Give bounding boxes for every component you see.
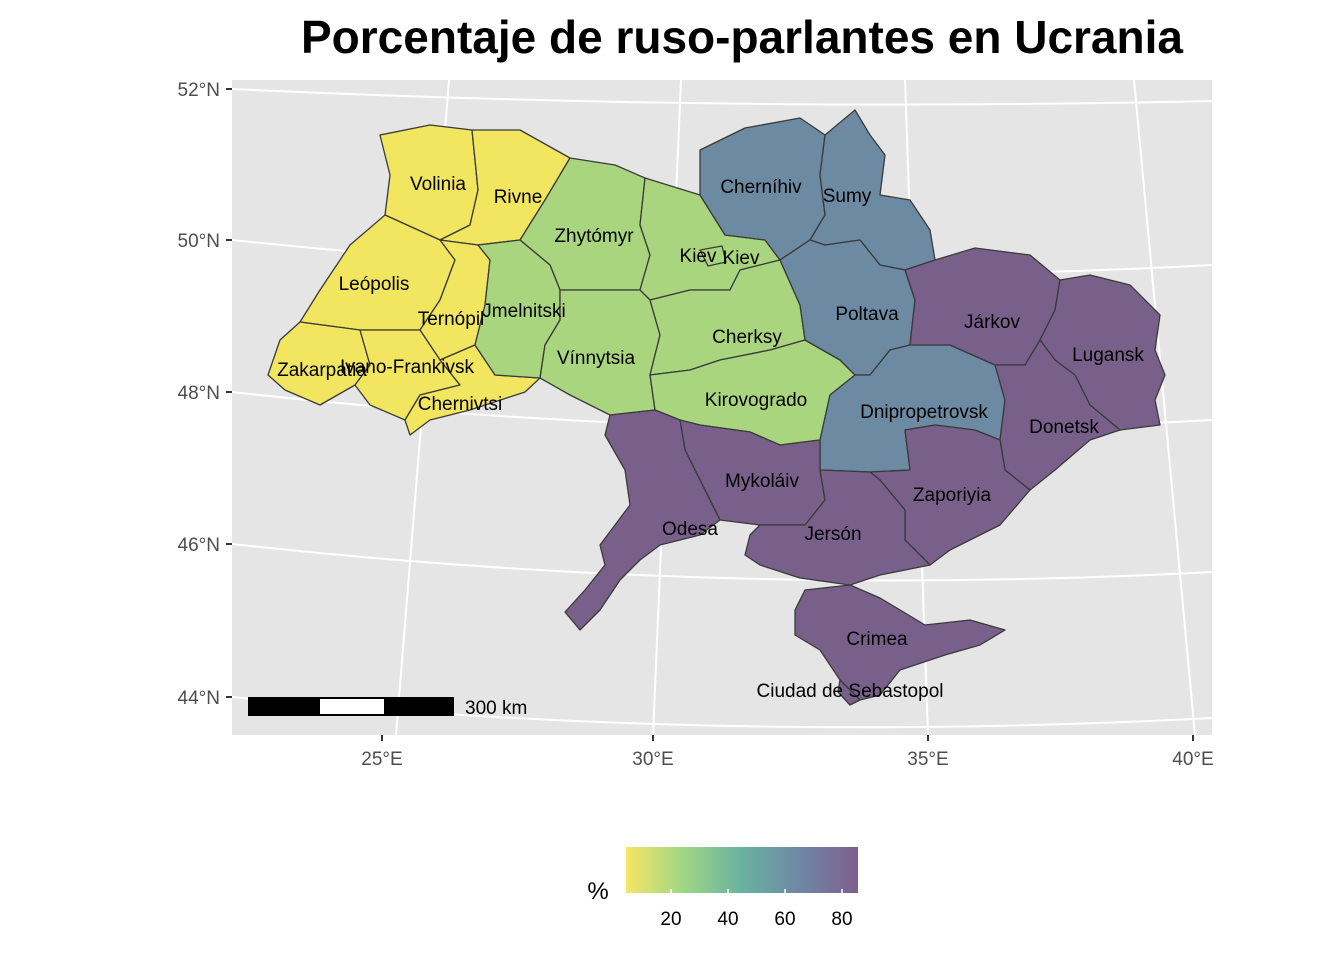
region-label: Zhytómyr (554, 226, 634, 247)
region-label: Volinia (410, 174, 466, 195)
legend-title: % (587, 878, 608, 905)
lon-tick-label: 35°E (907, 749, 948, 770)
region-label: Sumy (823, 186, 872, 207)
region-label: Leópolis (339, 274, 410, 295)
region-label: Ivano-Frankivsk (340, 357, 475, 378)
lon-axis: 25°E 30°E 35°E 40°E (361, 735, 1214, 770)
region-kiev-city[interactable] (699, 245, 727, 267)
region-label: Kirovogrado (705, 390, 807, 411)
regions (267, 109, 1166, 706)
region-label: Mykoláiv (725, 471, 799, 492)
region-label: Jersón (804, 524, 861, 545)
region-label: Zaporiyia (913, 485, 992, 506)
region-label: Chernivtsi (418, 394, 502, 415)
lat-tick-label: 44°N (178, 688, 220, 709)
legend-tick-label: 80 (831, 909, 852, 930)
region-label: Zakarpatia (277, 360, 367, 381)
region-label: Rivne (494, 187, 543, 208)
region-label: Jmelnitski (482, 301, 565, 322)
scale-bar-label: 300 km (465, 698, 527, 719)
lat-tick-label: 48°N (178, 383, 220, 404)
lat-tick-label: 52°N (178, 80, 220, 101)
chart-title: Porcentaje de ruso-parlantes en Ucrania (301, 11, 1183, 63)
lon-tick-label: 30°E (632, 749, 673, 770)
legend: % 20 40 60 80 (587, 847, 858, 930)
region-label: Donetsk (1029, 417, 1099, 438)
region-label: Járkov (964, 312, 1020, 333)
region-label: Dnipropetrovsk (860, 402, 988, 423)
region-labels: Volinia Rivne Zhytómyr Kiev Kiev Cherníh… (277, 174, 1144, 702)
region-odesa[interactable] (564, 409, 721, 631)
region-label: Cherníhiv (720, 177, 802, 198)
region-jerson[interactable] (744, 469, 931, 586)
region-label: Poltava (835, 304, 899, 325)
scale-bar: 300 km (248, 697, 527, 719)
lat-tick-label: 46°N (178, 535, 220, 556)
region-crimea[interactable] (794, 584, 1006, 701)
lat-axis: 52°N 50°N 48°N 46°N 44°N (178, 80, 232, 709)
region-label: Ciudad de Sebastopol (757, 681, 944, 702)
region-label: Kiev (680, 246, 717, 267)
region-label: Cherksy (712, 327, 782, 348)
region-label: Lugansk (1072, 345, 1144, 366)
region-label: Odesa (662, 519, 718, 540)
lat-tick-label: 50°N (178, 231, 220, 252)
region-label: Ternópil (418, 309, 485, 330)
legend-tick-label: 60 (774, 909, 795, 930)
legend-tick-label: 20 (660, 909, 681, 930)
region-label: Kiev (723, 248, 760, 269)
region-label: Vínnytsia (557, 348, 636, 369)
legend-tick-label: 40 (717, 909, 738, 930)
region-label: Crimea (846, 629, 908, 650)
region-sebastopol[interactable] (837, 679, 861, 706)
lon-tick-label: 25°E (361, 749, 402, 770)
legend-colorbar (626, 847, 858, 893)
lon-tick-label: 40°E (1172, 749, 1213, 770)
